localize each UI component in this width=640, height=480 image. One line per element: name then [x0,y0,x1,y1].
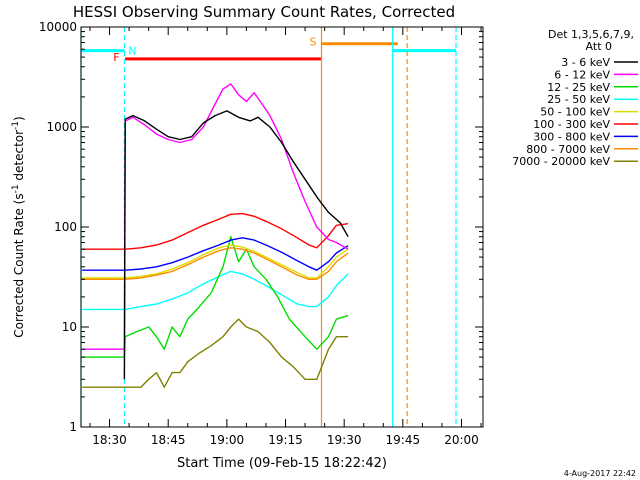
x-tick-label-2: 19:00 [210,433,245,447]
series-line-7 [82,247,349,280]
y-axis-label-mid: detector [12,130,26,185]
legend-label-8: 7000 - 20000 keV [512,155,610,168]
y-axis-label-main: Corrected Count Rate (s [12,193,26,337]
series-line-8 [82,318,349,388]
legend-label-5: 100 - 300 keV [533,118,610,131]
y-tick-label-1: 10 [62,320,77,334]
x-tick-label-6: 20:00 [444,433,479,447]
x-tick-label-4: 19:30 [327,433,362,447]
legend-label-7: 800 - 7000 keV [526,143,610,156]
series-line-6 [82,237,349,271]
chart-title: HESSI Observing Summary Count Rates, Cor… [73,3,455,21]
y-axis-label-sup1: -1 [11,184,21,193]
detector-label-line1: Det 1,3,5,6,7,9, [548,28,634,41]
x-ticks: 18:30 18:45 19:00 19:15 19:30 19:45 20:00 [89,27,482,447]
y-tick-label-4: 10000 [39,20,77,34]
series-line-2 [82,235,349,358]
overlay-label-N: N [128,45,136,58]
x-tick-label-1: 18:45 [151,433,186,447]
overlay-label-F: F [113,51,119,64]
y-ticks: 1 10 100 1000 10000 [39,20,483,434]
y-axis-label-end: ) [12,116,26,121]
y-axis-label: Corrected Count Rate (s-1 detector-1) [11,116,26,337]
series-line-3 [82,270,349,311]
overlay-bars: F S N [81,36,457,64]
series-line-4 [82,244,349,279]
vertical-markers [80,27,457,427]
series-line-5 [82,212,349,250]
plot-frame [80,26,484,428]
y-tick-label-3: 1000 [46,120,77,134]
series-line-0 [123,110,349,380]
y-tick-label-0: 1 [69,420,77,434]
overlay-label-S: S [309,36,316,49]
legend-label-4: 50 - 100 keV [540,106,610,119]
footer-date: 4-Aug-2017 22:42 [564,469,636,478]
x-tick-label-0: 18:30 [92,433,127,447]
x-tick-label-3: 19:15 [268,433,303,447]
series-line-1 [82,83,349,350]
legend-label-1: 6 - 12 keV [554,68,610,81]
series-lines [82,83,349,388]
y-axis-label-sup2: -1 [11,121,21,130]
y-tick-label-2: 100 [54,220,77,234]
legend-label-2: 12 - 25 keV [547,81,610,94]
legend-label-3: 25 - 50 keV [547,93,610,106]
detector-label-line2: Att 0 [586,40,612,53]
x-axis-label: Start Time (09-Feb-15 18:22:42) [177,456,387,471]
legend-label-0: 3 - 6 keV [561,56,610,69]
legend-label-6: 300 - 800 keV [533,130,610,143]
x-tick-label-5: 19:45 [386,433,421,447]
